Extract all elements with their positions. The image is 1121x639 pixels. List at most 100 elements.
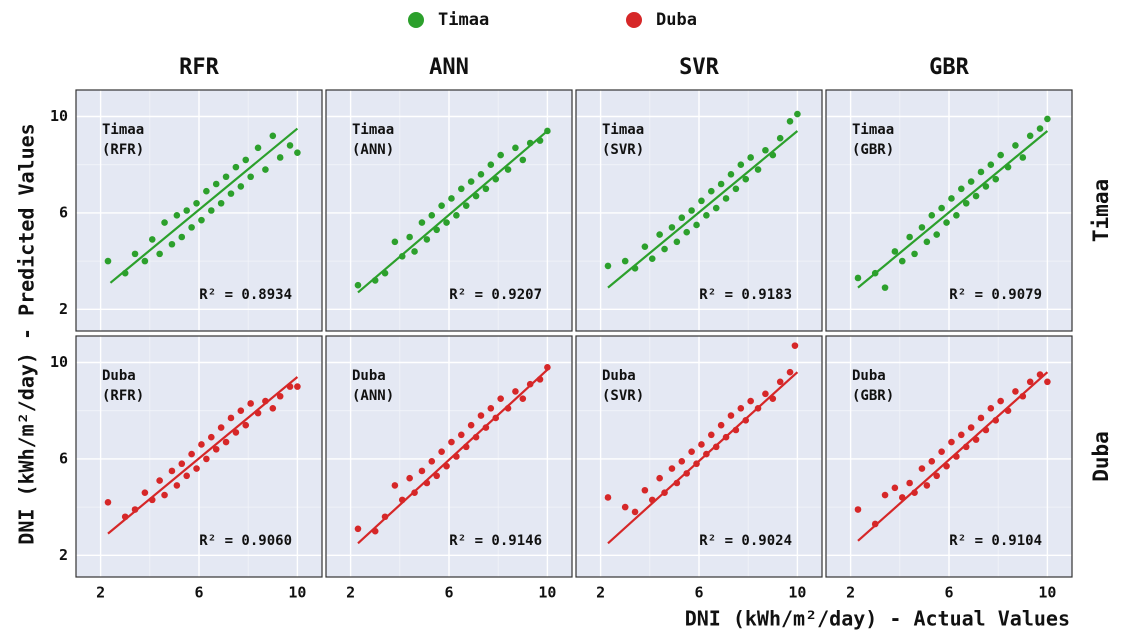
panel-label-model: (ANN)	[352, 388, 394, 404]
x-axis-title: DNI (kWh/m²/day) - Actual Values	[685, 607, 1070, 631]
scatter-point	[354, 281, 362, 289]
x-tick-label: 10	[788, 584, 806, 602]
y-tick-label: 6	[59, 449, 68, 467]
scatter-point	[173, 212, 181, 219]
y-tick-label: 6	[59, 203, 68, 221]
y-tick-label: 10	[50, 107, 68, 125]
scatter-point	[992, 175, 1000, 183]
scatter-point	[958, 185, 965, 193]
scatter-point	[487, 405, 495, 412]
scatter-point	[217, 199, 225, 207]
scatter-point	[247, 173, 254, 181]
scatter-point	[854, 506, 862, 513]
scatter-point	[262, 166, 269, 173]
scatter-point	[732, 185, 740, 193]
scatter-point	[188, 450, 195, 458]
scatter-point	[406, 233, 413, 241]
scatter-point	[621, 257, 629, 265]
scatter-point	[604, 262, 612, 270]
panel-label-site: Duba	[852, 368, 886, 384]
scatter-point	[467, 421, 475, 429]
scatter-point	[762, 146, 769, 154]
scatter-point	[1044, 115, 1051, 123]
scatter-point	[918, 465, 926, 472]
scatter-point	[183, 472, 190, 480]
scatter-point	[906, 233, 913, 241]
scatter-point	[519, 395, 527, 402]
scatter-point	[938, 204, 945, 212]
fit-line	[357, 130, 549, 294]
scatter-point	[668, 465, 676, 472]
scatter-point	[453, 212, 460, 219]
scatter-point	[477, 412, 485, 419]
scatter-point	[693, 221, 700, 229]
scatter-point	[661, 245, 668, 253]
fit-line	[109, 127, 299, 284]
scatter-point	[198, 216, 205, 224]
scatter-point	[222, 438, 230, 446]
y-tick-label: 10	[50, 353, 68, 371]
scatter-point	[1036, 125, 1044, 132]
r2-annotation: R² = 0.9207	[449, 287, 542, 303]
scatter-point	[448, 195, 455, 202]
scatter-point	[911, 250, 918, 258]
scatter-point	[762, 390, 769, 398]
scatter-point	[193, 465, 200, 472]
panel-border	[825, 89, 1073, 332]
scatter-point	[276, 154, 284, 161]
r2-annotation: R² = 0.9183	[699, 287, 792, 303]
scatter-point	[747, 397, 754, 405]
panel-label-site: Duba	[352, 368, 386, 384]
scatter-point	[222, 173, 230, 181]
scatter-point	[688, 448, 695, 455]
scatter-point	[933, 472, 940, 480]
scatter-point	[438, 202, 445, 209]
x-tick-label: 2	[96, 584, 105, 602]
scatter-point	[141, 489, 149, 496]
scatter-point	[156, 250, 163, 258]
scatter-point	[438, 448, 445, 455]
scatter-point	[698, 441, 705, 448]
scatter-point	[148, 236, 156, 243]
scatter-point	[703, 212, 710, 219]
scatter-point	[254, 144, 262, 152]
panel-label-site: Duba	[102, 368, 136, 384]
scatter-point	[178, 460, 186, 468]
scatter-point	[708, 187, 715, 195]
scatter-point	[104, 257, 112, 265]
scatter-point	[967, 178, 975, 185]
scatter-point	[948, 195, 955, 202]
scatter-point	[406, 474, 413, 482]
scatter-point	[997, 151, 1004, 159]
x-tick-label: 6	[944, 584, 953, 602]
scatter-point	[354, 525, 362, 533]
scatter-point	[168, 240, 176, 248]
row-strip-label: Timaa	[1089, 179, 1113, 242]
scatter-point	[242, 156, 250, 164]
scatter-point	[391, 482, 399, 489]
scatter-point	[418, 467, 426, 475]
scatter-point	[462, 202, 470, 209]
panel-label-model: (SVR)	[602, 388, 644, 404]
fit-line	[857, 130, 1049, 289]
scatter-point	[1019, 154, 1027, 161]
r2-annotation: R² = 0.9024	[699, 533, 792, 549]
scatter-point	[631, 508, 639, 516]
scatter-point	[448, 438, 455, 446]
scatter-point	[104, 498, 112, 506]
scatter-point	[161, 491, 168, 499]
scatter-point	[928, 212, 936, 219]
scatter-point	[519, 156, 527, 164]
x-tick-label: 10	[1038, 584, 1056, 602]
scatter-point	[161, 219, 168, 226]
scatter-point	[391, 238, 399, 246]
scatter-point	[286, 142, 294, 149]
panel-label-model: (GBR)	[852, 388, 894, 404]
panel-border	[75, 335, 323, 578]
scatter-point	[717, 421, 725, 429]
scatter-point	[242, 421, 250, 429]
panel-border	[575, 89, 823, 332]
scatter-point	[982, 183, 990, 190]
scatter-point	[794, 110, 801, 118]
